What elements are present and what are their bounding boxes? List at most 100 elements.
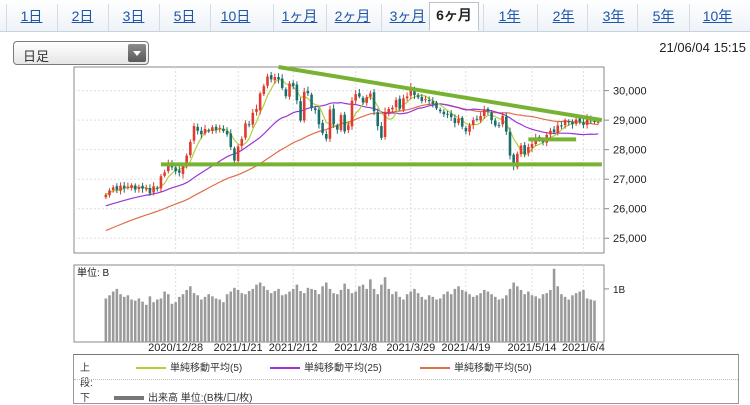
volume-bar	[409, 291, 413, 342]
volume-bar	[203, 296, 207, 342]
date-tick-label: 2021/4/19	[441, 342, 490, 354]
volume-bar	[207, 294, 210, 342]
tab-12[interactable]: 3年	[587, 4, 639, 31]
volume-bar	[578, 291, 582, 342]
volume-bar	[218, 299, 222, 342]
candle-body	[244, 123, 247, 138]
volume-bar	[181, 294, 185, 342]
volume-bar	[196, 295, 199, 342]
candle-body	[405, 96, 409, 99]
candle-body	[468, 125, 471, 132]
period-tab-bar: 1日 2日 3日 5日 10日 1ヶ月 2ヶ月 3ヶ月 6ヶ月 1年 2年 3年 5年 10年	[0, 0, 750, 32]
volume-bar	[574, 293, 578, 342]
candle-body	[420, 96, 424, 101]
tab-5[interactable]: 10日	[210, 4, 260, 31]
candle-body	[207, 130, 210, 132]
candle-period-value: 日足	[23, 49, 50, 64]
candle-body	[383, 111, 387, 137]
volume-bar	[380, 284, 383, 342]
candle-body	[144, 188, 148, 190]
candle-period-select[interactable]: 日足	[13, 41, 149, 65]
volume-bar	[144, 304, 148, 342]
candle-body	[563, 120, 567, 126]
volume-bar	[317, 294, 321, 342]
date-tick-label: 2021/1/21	[214, 342, 263, 354]
tab-13[interactable]: 5年	[637, 4, 689, 31]
legend-lower-label: 下段:	[80, 393, 90, 404]
candle-body	[593, 120, 596, 122]
tab-6[interactable]: 1ヶ月	[273, 4, 325, 31]
volume-bar	[111, 291, 115, 342]
candle-body	[449, 113, 453, 118]
candle-body	[505, 116, 508, 132]
volume-bar	[505, 295, 508, 342]
volume-bar	[567, 299, 571, 342]
candle-body	[255, 108, 258, 112]
volume-bar	[358, 286, 361, 342]
volume-bar	[405, 294, 409, 342]
volume-bar	[313, 289, 317, 342]
candle-body	[552, 129, 556, 133]
candle-body	[376, 112, 380, 127]
candle-body	[347, 125, 350, 131]
candle-body	[369, 93, 372, 97]
candle-body	[233, 148, 236, 161]
volume-bar	[211, 296, 214, 342]
date-tick-label: 2021/2/12	[269, 342, 318, 354]
tab-8[interactable]: 3ヶ月	[381, 4, 433, 31]
candle-body	[111, 187, 115, 190]
tab-10[interactable]: 1年	[483, 4, 535, 31]
tab-2[interactable]: 2日	[57, 4, 107, 31]
tab-9[interactable]: 6ヶ月	[429, 2, 479, 31]
candle-body	[240, 139, 244, 146]
tab-1[interactable]: 1日	[6, 4, 56, 31]
volume-bar	[394, 291, 398, 342]
volume-bar	[413, 288, 416, 342]
candle-body	[321, 122, 324, 134]
volume-bar	[549, 289, 552, 342]
volume-bar	[336, 294, 339, 342]
candle-body	[225, 131, 229, 135]
volume-bar	[233, 287, 236, 342]
volume-bar	[464, 291, 468, 342]
candle-body	[350, 100, 354, 127]
volume-bar	[512, 282, 515, 342]
candle-body	[332, 108, 335, 125]
tab-11[interactable]: 2年	[537, 4, 589, 31]
candle-body	[174, 167, 177, 172]
price-panel-frame	[73, 66, 605, 254]
candle-body	[211, 127, 214, 131]
volume-bar	[324, 282, 328, 342]
volume-bar	[104, 298, 108, 342]
candle-body	[438, 109, 442, 112]
tab-3[interactable]: 3日	[108, 4, 158, 31]
volume-bar	[185, 289, 188, 342]
candle-body	[549, 130, 552, 135]
price-tick-label: 30,000	[613, 86, 647, 98]
volume-bar	[435, 299, 438, 342]
candle-body	[126, 186, 130, 188]
candle-body	[185, 155, 188, 167]
candle-body	[291, 83, 295, 86]
tab-14[interactable]: 10年	[689, 4, 745, 31]
legend-ma25: 単純移動平均(25)	[270, 359, 382, 374]
volume-bar	[482, 289, 486, 342]
volume-bar	[266, 289, 269, 342]
tab-7[interactable]: 2ヶ月	[326, 4, 378, 31]
volume-bar	[170, 303, 174, 342]
candle-body	[453, 118, 457, 124]
candle-body	[560, 125, 563, 127]
volume-bar	[273, 291, 277, 342]
candle-body	[471, 120, 475, 126]
volume-bar	[321, 286, 324, 342]
candle-body	[258, 93, 262, 111]
volume-bar	[446, 291, 449, 342]
volume-bar	[460, 289, 464, 342]
candle-body	[288, 83, 291, 97]
volume-bar	[369, 279, 372, 342]
volume-bar	[534, 296, 537, 342]
volume-bar	[497, 299, 501, 342]
tab-4[interactable]: 5日	[159, 4, 209, 31]
chevron-down-icon[interactable]	[128, 44, 146, 62]
candle-body	[479, 116, 482, 121]
